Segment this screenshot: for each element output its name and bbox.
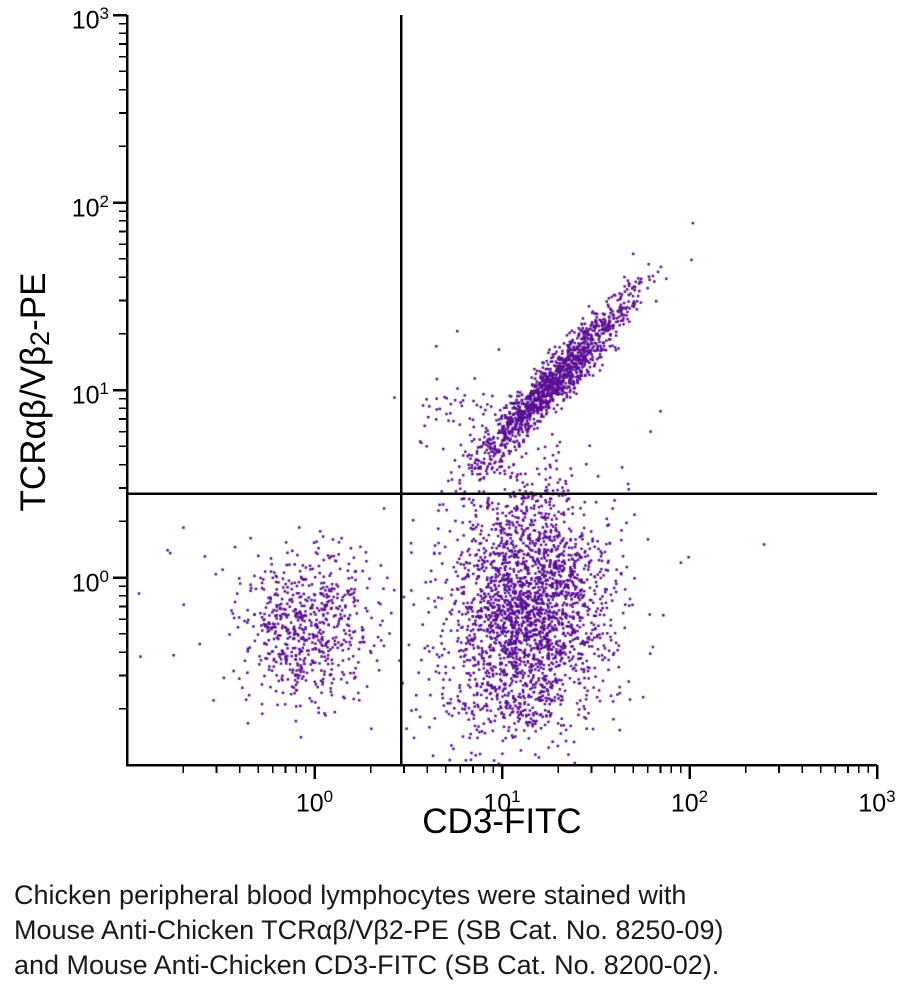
x-tick-label: 102	[670, 787, 709, 818]
y-tick-label: 103	[71, 4, 109, 35]
x-tick-label: 101	[483, 787, 521, 818]
caption-line-1: Chicken peripheral blood lymphocytes wer…	[14, 880, 687, 910]
y-axis-label: TCRαβ/Vβ2-PE	[14, 17, 58, 767]
y-tick-label: 101	[71, 379, 109, 410]
y-axis-label-suffix: -PE	[14, 272, 53, 331]
caption-line-2: Mouse Anti-Chicken TCRαβ/Vβ2-PE (SB Cat.…	[14, 915, 724, 945]
y-axis-label-text: TCRαβ/Vβ	[14, 345, 53, 512]
caption-line-3: and Mouse Anti-Chicken CD3-FITC (SB Cat.…	[14, 950, 720, 980]
x-tick-label: 103	[858, 787, 896, 818]
scatter-points-canvas	[127, 15, 877, 765]
y-tick-label: 100	[71, 566, 109, 597]
y-axis-label-subscript: 2	[25, 330, 55, 346]
x-axis-label: CD3-FITC	[422, 802, 582, 841]
x-tick-label: 100	[295, 787, 334, 818]
y-tick-label: 102	[71, 191, 109, 222]
figure-caption: Chicken peripheral blood lymphocytes wer…	[14, 878, 894, 983]
